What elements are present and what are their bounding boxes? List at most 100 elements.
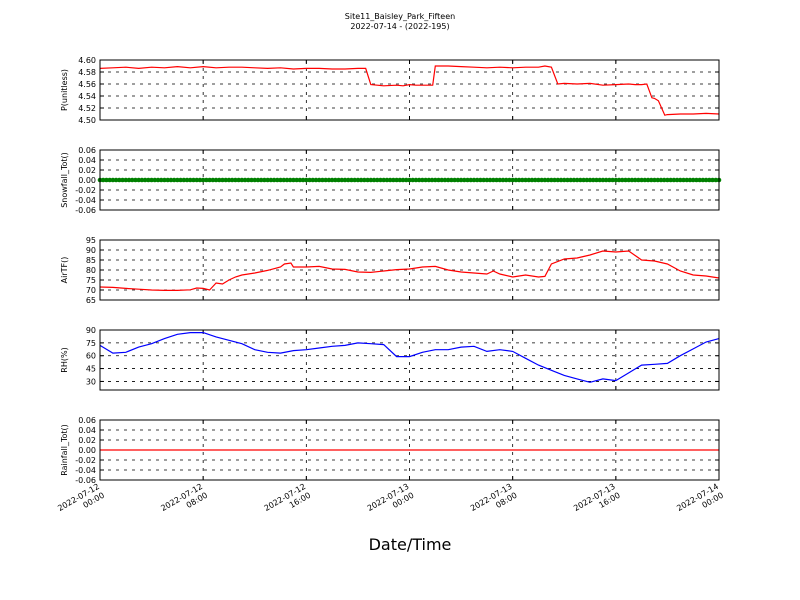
data-point [365, 177, 370, 183]
data-point [110, 177, 116, 183]
data-point [320, 177, 325, 183]
y-tick-label: 0.06 [78, 416, 96, 425]
data-point [584, 177, 590, 183]
data-point [494, 177, 499, 183]
data-point [236, 177, 241, 183]
data-point [158, 177, 164, 183]
data-point [310, 177, 316, 183]
data-point [565, 177, 570, 183]
data-point [645, 177, 651, 183]
data-point [136, 177, 141, 183]
data-point [323, 177, 328, 183]
data-point [678, 177, 683, 183]
data-point [658, 177, 664, 183]
data-point [374, 177, 380, 183]
data-point [571, 177, 577, 183]
plot-frame [99, 329, 720, 391]
data-point [423, 177, 428, 183]
data-point [326, 177, 332, 183]
data-point [594, 177, 599, 183]
subplot-5: -0.06-0.04-0.020.000.020.040.06 Rainfall_… [60, 416, 720, 485]
series-line [99, 250, 720, 291]
y-axis-label: Rainfall_Tot() [60, 424, 69, 476]
data-point [333, 177, 338, 183]
data-point [168, 177, 174, 183]
data-point [278, 177, 283, 183]
data-point [413, 177, 419, 183]
data-point [481, 177, 486, 183]
subplot-4: 30 45 60 75 90 RH(%) [60, 326, 720, 391]
data-point [184, 177, 190, 183]
chart-title-line1: Site11_Baisley_Park_Fifteen [345, 12, 455, 21]
y-tick-label: 0.06 [78, 146, 96, 155]
data-point [539, 177, 544, 183]
data-point [574, 177, 580, 183]
data-point [216, 177, 222, 183]
data-point [146, 177, 151, 183]
series-line [99, 65, 720, 116]
y-tick-label: 95 [86, 236, 96, 245]
data-point [545, 177, 551, 183]
data-point [355, 177, 361, 183]
data-point [407, 177, 412, 183]
data-point [632, 177, 638, 183]
data-point [420, 177, 425, 183]
data-point [597, 177, 603, 183]
data-point [210, 177, 216, 183]
subplot-2: -0.06-0.04-0.020.000.020.040.06 Snowfall_… [60, 146, 722, 215]
data-point [503, 177, 509, 183]
data-point [697, 177, 702, 183]
data-point [129, 177, 135, 183]
data-point [345, 177, 351, 183]
data-point [713, 177, 719, 183]
data-point [694, 177, 699, 183]
data-point [400, 177, 406, 183]
data-point [619, 177, 625, 183]
data-point [607, 177, 612, 183]
data-point [684, 177, 690, 183]
series-markers [97, 177, 722, 183]
y-tick-label: 4.52 [78, 104, 96, 113]
data-point [636, 177, 641, 183]
data-point [117, 177, 122, 183]
data-point [207, 177, 212, 183]
y-tick-label: 0.02 [78, 166, 96, 175]
data-point [520, 177, 525, 183]
plot-frame [99, 239, 720, 301]
data-point [252, 177, 258, 183]
data-point [681, 177, 686, 183]
data-point [152, 177, 158, 183]
data-point [255, 177, 261, 183]
y-tick-label: -0.04 [75, 466, 96, 475]
data-point [623, 177, 628, 183]
y-axis-label: P(unitless) [60, 69, 69, 111]
y-tick-label: 90 [86, 246, 96, 255]
data-point [123, 177, 129, 183]
data-point [652, 177, 657, 183]
data-point [449, 177, 454, 183]
data-point [442, 177, 448, 183]
data-point [558, 177, 564, 183]
data-point [229, 177, 235, 183]
data-point [352, 177, 357, 183]
data-point [220, 177, 225, 183]
data-point [474, 177, 480, 183]
data-point [426, 177, 432, 183]
data-point [468, 177, 474, 183]
data-point [526, 177, 532, 183]
data-point [287, 177, 293, 183]
data-point [436, 177, 441, 183]
y-tick-label: 60 [86, 352, 96, 361]
data-point [187, 177, 193, 183]
data-point [655, 177, 661, 183]
y-axis-label: Snowfall_Tot() [60, 152, 69, 208]
data-point [191, 177, 196, 183]
data-point [329, 177, 335, 183]
y-tick-label: 75 [86, 276, 96, 285]
data-point [674, 177, 680, 183]
data-point [371, 177, 377, 183]
plot-frame [99, 419, 720, 481]
